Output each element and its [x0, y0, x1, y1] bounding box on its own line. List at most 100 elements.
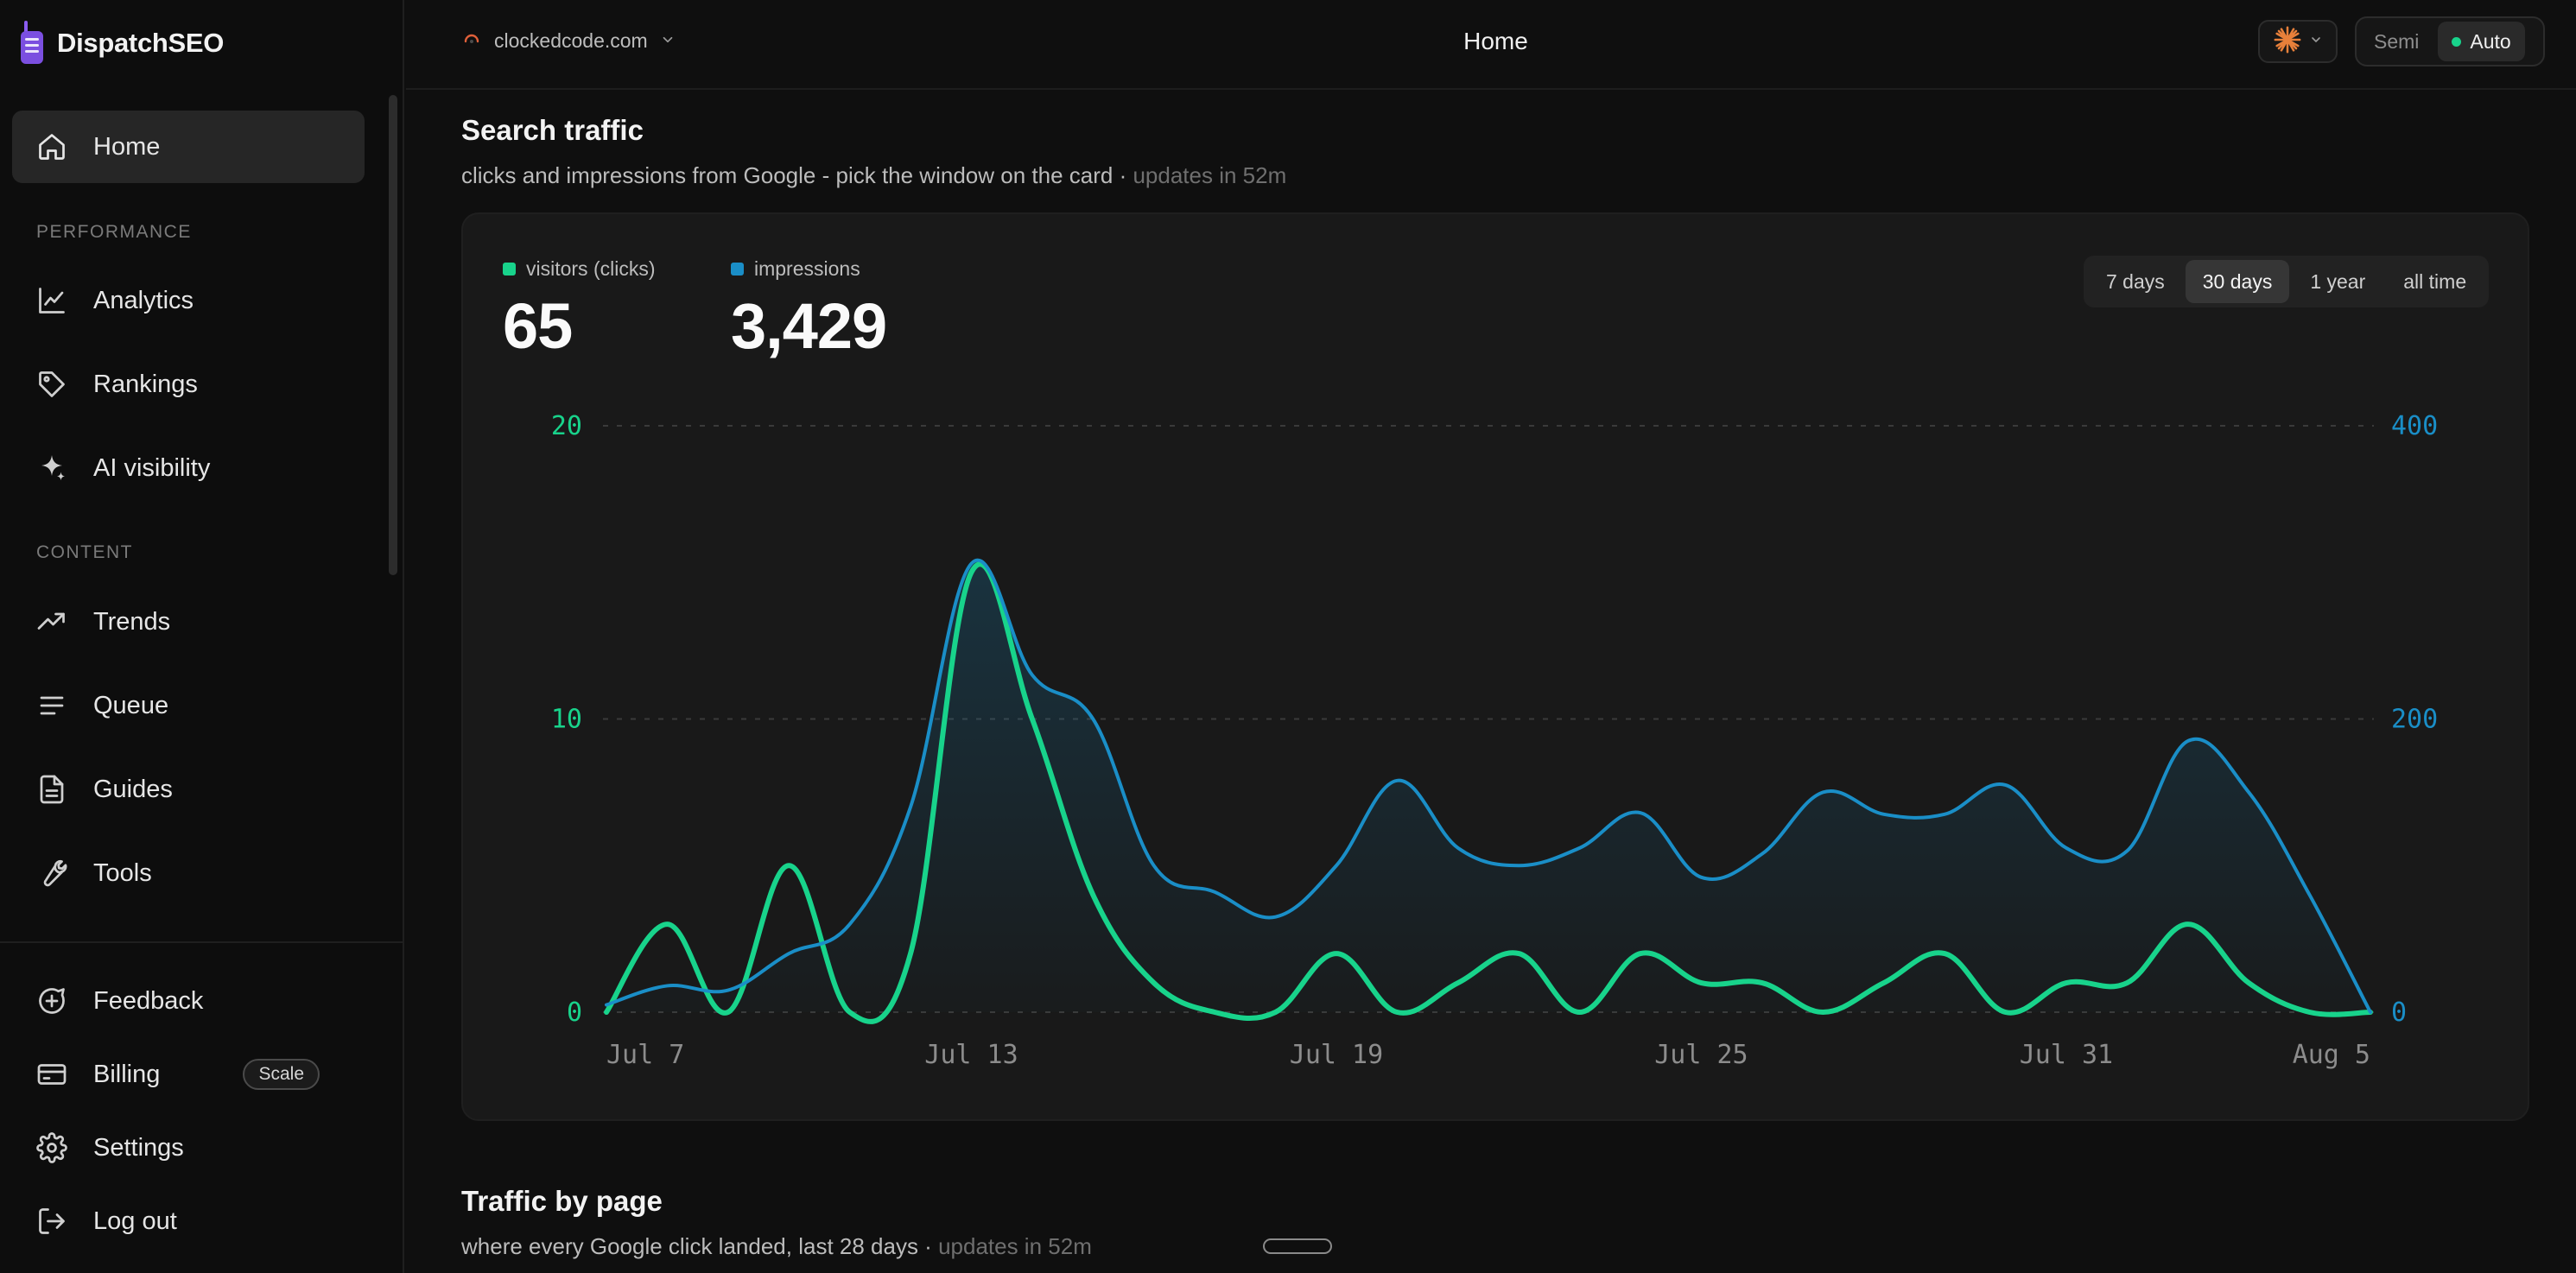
section-subtitle-search-traffic: clicks and impressions from Google - pic…: [461, 162, 1286, 189]
home-icon: [36, 131, 67, 162]
subtitle-text: clicks and impressions from Google - pic…: [461, 162, 1114, 188]
range-7-days[interactable]: 7 days: [2106, 269, 2165, 293]
update-timer: updates in 52m: [1133, 162, 1287, 188]
topbar: clockedcode.com Home Semi Auto: [406, 0, 2576, 90]
x-tick-label: Jul 7: [606, 1040, 684, 1070]
section-title-traffic-by-page: Traffic by page: [461, 1185, 663, 1217]
sidebar-item-home[interactable]: Home: [12, 111, 365, 183]
range-1-year[interactable]: 1 year: [2310, 269, 2366, 293]
page-title: Home: [1463, 28, 1528, 54]
legend-swatch-visitors: [503, 263, 516, 276]
sidebar-item-label: Settings: [93, 1133, 184, 1162]
sunburst-icon: [2273, 25, 2302, 59]
update-timer: updates in 52m: [938, 1233, 1092, 1259]
sidebar-item-tools[interactable]: Tools: [12, 837, 365, 909]
brand[interactable]: DispatchSEO: [19, 21, 224, 66]
sidebar-item-logout[interactable]: Log out: [12, 1185, 365, 1257]
range-selector: 7 days 30 days 1 year all time: [2084, 256, 2490, 307]
credit-card-icon: [36, 1059, 67, 1090]
toggle-pill[interactable]: [1263, 1238, 1332, 1254]
range-all-time[interactable]: all time: [2403, 269, 2467, 293]
sidebar-item-label: Analytics: [93, 286, 194, 314]
sidebar: DispatchSEO Home PERFORMANCE Analytics R…: [0, 0, 404, 1273]
stat-value: 65: [503, 290, 573, 362]
search-traffic-card: visitors (clicks) 65 impressions 3,429 7…: [461, 212, 2529, 1121]
sidebar-item-label: Log out: [93, 1206, 177, 1235]
section-title-search-traffic: Search traffic: [461, 114, 644, 146]
sidebar-item-label: AI visibility: [93, 453, 211, 482]
sparkle-icon: [36, 453, 67, 484]
sidebar-scrollbar[interactable]: [389, 95, 397, 575]
subtitle-separator: ·: [1113, 162, 1133, 188]
walkie-talkie-icon: [19, 21, 45, 66]
chevron-down-icon: [2309, 33, 2323, 51]
theme-picker-button[interactable]: [2258, 20, 2338, 63]
x-tick-label: Jul 13: [924, 1040, 1018, 1070]
sidebar-item-label: Billing: [93, 1060, 161, 1088]
sidebar-item-rankings[interactable]: Rankings: [12, 348, 365, 421]
sidebar-item-settings[interactable]: Settings: [12, 1112, 365, 1184]
sidebar-item-label: Guides: [93, 775, 173, 803]
sidebar-item-label: Queue: [93, 691, 169, 719]
section-label-content: CONTENT: [36, 542, 133, 562]
x-tick-label: Jul 19: [1290, 1040, 1383, 1070]
stat-label-row: visitors (clicks): [503, 257, 656, 281]
series-line-impressions: [605, 559, 2372, 1014]
document-icon: [36, 774, 67, 805]
y-right-tick-label: 0: [2391, 998, 2407, 1028]
logout-icon: [36, 1206, 67, 1237]
range-30-days[interactable]: 30 days: [2185, 260, 2290, 303]
x-tick-label: Jul 31: [2020, 1040, 2113, 1070]
subtitle-text: where every Google click landed, last 28…: [461, 1233, 918, 1259]
sidebar-item-label: Home: [93, 132, 161, 161]
message-plus-icon: [36, 985, 67, 1016]
y-left-tick-label: 20: [551, 411, 582, 441]
mode-option-auto[interactable]: Auto: [2438, 22, 2525, 61]
sidebar-item-queue[interactable]: Queue: [12, 669, 365, 742]
line-chart-icon: [36, 285, 67, 316]
section-subtitle-traffic-by-page: where every Google click landed, last 28…: [461, 1233, 1092, 1260]
legend-swatch-impressions: [731, 263, 744, 276]
mode-toggle: Semi Auto: [2355, 16, 2545, 66]
x-tick-label: Jul 25: [1654, 1040, 1748, 1070]
sidebar-divider: [0, 941, 404, 943]
stat-label-row: impressions: [731, 257, 886, 281]
sidebar-item-billing[interactable]: Billing Scale: [12, 1038, 365, 1111]
sidebar-item-label: Feedback: [93, 986, 204, 1015]
plan-badge: Scale: [243, 1059, 320, 1090]
subtitle-separator: ·: [917, 1233, 939, 1259]
y-left-tick-label: 10: [551, 705, 582, 735]
site-favicon-icon: [461, 28, 482, 54]
site-name: clockedcode.com: [494, 28, 648, 52]
area-impressions: [606, 560, 2370, 1012]
gear-icon: [36, 1132, 67, 1163]
brand-name: DispatchSEO: [57, 28, 225, 58]
stat-visitors: visitors (clicks) 65: [503, 257, 656, 363]
sidebar-item-ai-visibility[interactable]: AI visibility: [12, 432, 365, 504]
chevron-down-icon: [660, 29, 676, 53]
site-selector[interactable]: clockedcode.com: [461, 28, 676, 54]
y-right-tick-label: 400: [2391, 411, 2438, 441]
x-tick-label: Aug 5: [2293, 1040, 2370, 1070]
stat-value: 3,429: [731, 290, 887, 362]
stat-label: visitors (clicks): [526, 257, 656, 280]
traffic-chart[interactable]: 0 0 10 200 20 400 Jul 7 Jul 13 Jul 19 Jul 25 Jul 3…: [463, 214, 2531, 1123]
sidebar-item-guides[interactable]: Guides: [12, 753, 365, 826]
y-right-tick-label: 200: [2391, 705, 2438, 735]
mode-option-semi[interactable]: Semi: [2374, 29, 2420, 53]
list-icon: [36, 690, 67, 721]
stat-impressions: impressions 3,429: [731, 257, 887, 363]
section-label-performance: PERFORMANCE: [36, 222, 192, 242]
sidebar-item-label: Rankings: [93, 370, 198, 398]
sidebar-item-analytics[interactable]: Analytics: [12, 264, 365, 337]
sidebar-item-feedback[interactable]: Feedback: [12, 965, 365, 1037]
series-line-visitors: [604, 561, 2373, 1024]
sidebar-item-label: Tools: [93, 858, 152, 887]
tag-icon: [36, 369, 67, 400]
sidebar-item-label: Trends: [93, 607, 171, 636]
sidebar-item-trends[interactable]: Trends: [12, 586, 365, 658]
status-dot-icon: [2452, 36, 2462, 47]
mode-option-label: Auto: [2470, 29, 2511, 53]
stat-label: impressions: [754, 257, 860, 280]
trending-up-icon: [36, 606, 67, 637]
